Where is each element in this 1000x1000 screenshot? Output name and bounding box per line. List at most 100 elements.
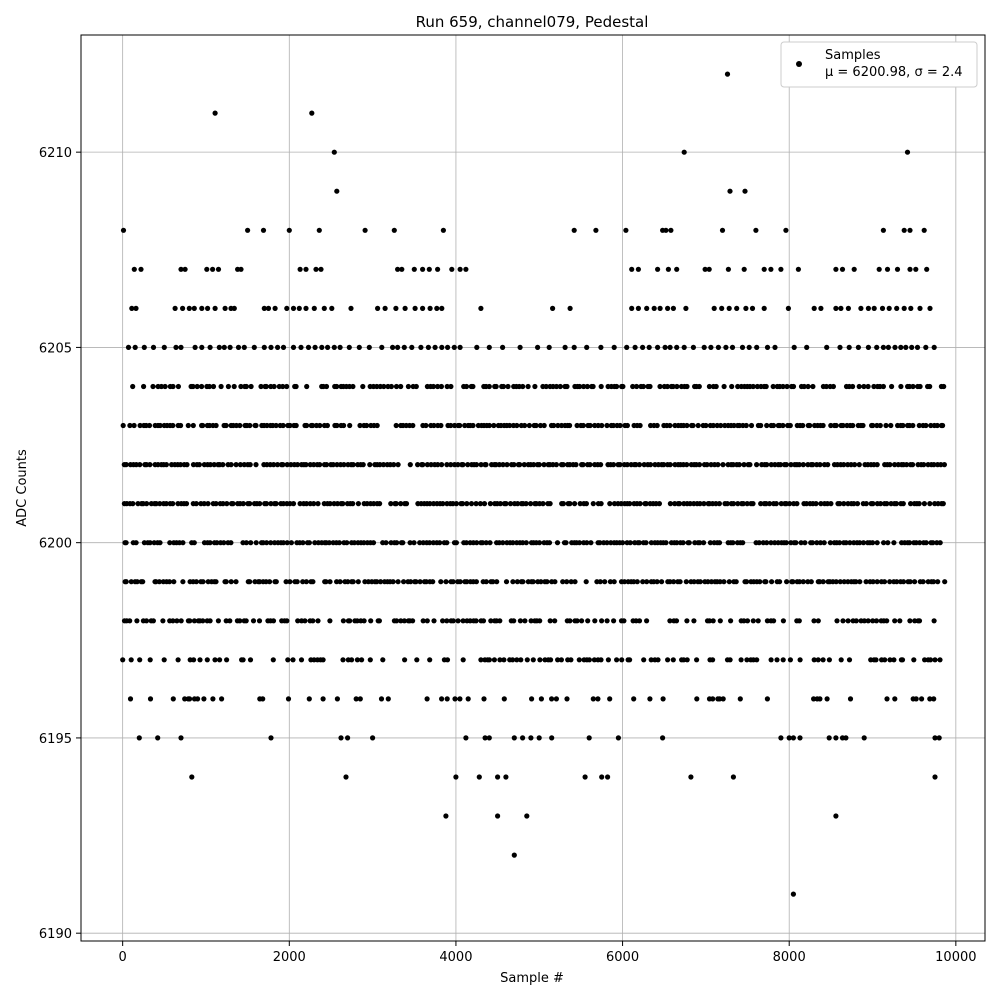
data-point (187, 696, 193, 702)
data-point (735, 501, 741, 507)
data-point (754, 462, 760, 468)
data-point (220, 462, 226, 468)
data-point (717, 579, 723, 585)
data-point (697, 540, 703, 546)
data-point (481, 501, 488, 507)
data-point (410, 422, 416, 429)
data-point (523, 501, 529, 507)
data-point (870, 540, 876, 546)
data-point (174, 618, 180, 624)
data-point (460, 462, 466, 468)
data-point (533, 422, 539, 429)
data-point (444, 618, 450, 624)
data-point (726, 579, 732, 585)
data-point (391, 227, 397, 233)
data-point (383, 540, 389, 546)
data-point (347, 618, 353, 624)
data-point (892, 618, 898, 624)
data-point (574, 422, 580, 429)
data-point (216, 344, 222, 350)
data-point (503, 774, 509, 780)
data-point (697, 501, 703, 507)
data-point (750, 383, 756, 390)
data-point (355, 501, 361, 507)
data-point (197, 657, 203, 663)
data-point (885, 540, 891, 546)
data-point (223, 579, 229, 585)
data-point (684, 422, 690, 429)
data-point (430, 383, 436, 390)
data-point (553, 383, 560, 390)
data-point (667, 462, 673, 468)
data-point (460, 501, 466, 507)
data-point (787, 422, 793, 429)
data-point (717, 618, 723, 624)
data-point (233, 579, 239, 585)
data-point (187, 618, 193, 624)
data-point (123, 462, 129, 468)
data-point (611, 579, 617, 585)
data-point (263, 383, 269, 390)
data-point (288, 540, 294, 546)
data-point (598, 344, 604, 350)
data-point (374, 422, 380, 429)
data-point (473, 579, 479, 585)
data-point (563, 540, 569, 546)
data-point (303, 462, 309, 468)
data-point (327, 501, 333, 507)
data-point (128, 657, 134, 663)
data-point (329, 305, 335, 311)
data-point (120, 227, 127, 233)
data-point (560, 462, 566, 468)
data-point (231, 305, 237, 311)
data-point (336, 540, 342, 546)
data-point (783, 540, 789, 546)
data-point (532, 383, 538, 390)
data-point (546, 344, 552, 350)
data-point (750, 618, 756, 624)
data-point (621, 618, 627, 624)
data-point (549, 735, 555, 741)
data-point (195, 696, 201, 702)
data-point (744, 579, 750, 585)
data-point (399, 266, 405, 272)
data-point (420, 305, 426, 311)
data-point (742, 188, 748, 194)
data-point (395, 462, 401, 468)
data-point (120, 422, 126, 429)
data-point (457, 696, 463, 702)
data-point (480, 618, 487, 624)
data-point (366, 344, 372, 350)
data-point (629, 266, 635, 272)
data-point (754, 383, 761, 390)
data-point (749, 305, 756, 311)
data-point (353, 696, 359, 702)
data-point (917, 383, 923, 390)
y-tick-label: 6210 (39, 146, 72, 161)
legend-box (780, 41, 978, 88)
data-point (424, 618, 430, 624)
data-point (764, 696, 771, 702)
data-point (555, 422, 561, 429)
data-point (567, 422, 573, 429)
data-point (604, 422, 610, 429)
data-point (505, 383, 511, 390)
data-point (334, 188, 340, 194)
data-point (306, 696, 312, 702)
data-point (284, 618, 290, 624)
data-point (214, 540, 220, 546)
data-point (730, 501, 737, 507)
data-point (359, 657, 365, 663)
data-point (670, 657, 676, 663)
data-point (640, 344, 646, 350)
data-point (828, 501, 834, 507)
data-point (411, 540, 417, 546)
data-point (914, 344, 921, 350)
data-point (641, 657, 647, 663)
data-point (785, 305, 792, 311)
data-point (634, 579, 640, 585)
data-point (500, 540, 506, 546)
data-point (224, 657, 230, 663)
data-point (727, 657, 733, 663)
data-point (726, 305, 732, 311)
